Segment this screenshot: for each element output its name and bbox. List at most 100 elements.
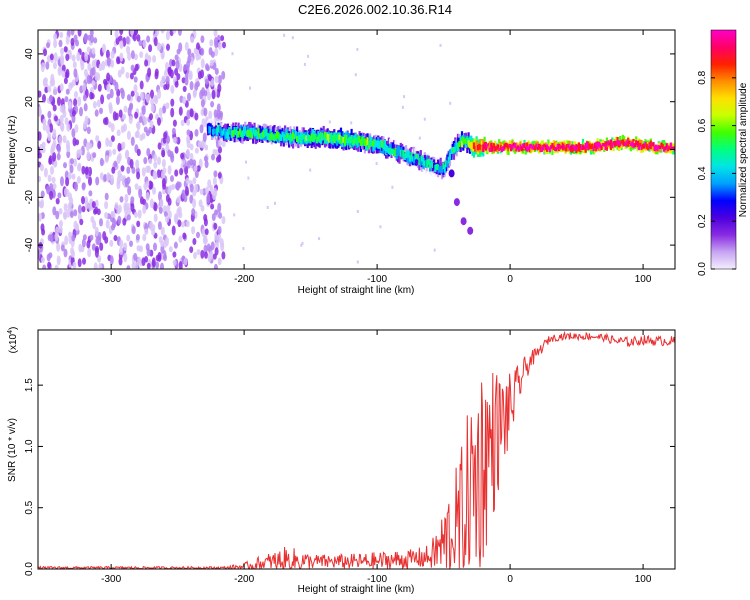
x-tick-label: -100 — [367, 274, 387, 285]
noise-speck — [192, 238, 197, 245]
noise-speck — [139, 80, 144, 90]
noise-speck — [291, 36, 294, 40]
noise-speck — [139, 196, 144, 205]
noise-speck — [148, 126, 153, 134]
noise-speck — [57, 144, 61, 154]
noise-speck — [53, 52, 58, 63]
noise-speck — [125, 71, 130, 79]
ridge-segment — [421, 157, 424, 168]
noise-speck — [73, 68, 78, 78]
noise-speck — [170, 153, 175, 163]
noise-speck — [195, 49, 200, 56]
ridge-segment — [343, 137, 347, 145]
noise-speck — [84, 166, 89, 176]
ridge-segment — [490, 147, 493, 153]
ridge-segment — [584, 143, 587, 149]
ridge-segment — [566, 145, 569, 152]
x-tick-label: -200 — [234, 274, 254, 285]
ridge-segment — [508, 143, 511, 148]
noise-speck — [46, 253, 51, 262]
colorbar-frame — [710, 29, 737, 270]
ridge-segment — [619, 141, 622, 146]
ridge-segment — [460, 140, 464, 148]
ridge-segment — [313, 134, 316, 141]
ridge-segment — [414, 154, 417, 166]
noise-speck — [82, 257, 86, 265]
noise-speck — [136, 95, 141, 103]
noise-speck — [180, 221, 185, 228]
ridge-segment — [653, 146, 656, 151]
noise-speck — [46, 42, 50, 49]
noise-speck — [117, 215, 122, 225]
noise-speck — [141, 105, 146, 116]
noise-speck — [449, 101, 452, 105]
colorbar-tick-label: 0.8 — [697, 70, 708, 84]
noise-speck — [149, 198, 154, 209]
noise-speck — [73, 209, 78, 217]
ridge-segment — [414, 153, 417, 160]
noise-speck — [86, 126, 91, 135]
ridge-segment — [258, 133, 261, 139]
noise-speck — [178, 106, 183, 116]
noise-speck — [403, 95, 406, 99]
ridge-segment — [311, 129, 315, 141]
noise-speck — [212, 148, 217, 156]
noise-speck — [195, 81, 200, 88]
ridge-segment — [377, 140, 380, 149]
snr-line — [38, 330, 675, 569]
ridge-segment — [468, 136, 472, 147]
noise-speck — [145, 93, 150, 103]
ridge-segment — [419, 157, 422, 166]
noise-speck — [81, 51, 86, 62]
noise-speck — [129, 240, 133, 247]
x-tick-label: -200 — [234, 574, 254, 585]
ridge-segment — [644, 144, 647, 152]
ridge-segment — [538, 143, 541, 150]
ridge-segment — [609, 144, 612, 150]
y-tick-label: 20 — [24, 96, 35, 108]
noise-speck — [158, 191, 162, 202]
ridge-segment — [494, 146, 497, 152]
snr-scale-exponent: 4 — [7, 330, 14, 334]
noise-speck — [211, 153, 215, 161]
noise-speck — [132, 31, 137, 42]
noise-speck — [189, 143, 194, 151]
noise-speck — [133, 84, 138, 93]
noise-speck — [199, 124, 204, 134]
noise-speck — [221, 70, 226, 80]
noise-speck — [70, 30, 75, 36]
ridge-segment — [546, 144, 549, 149]
ridge-segment — [647, 145, 650, 151]
noise-speck — [105, 150, 110, 157]
noise-speck — [94, 247, 99, 258]
noise-speck — [133, 76, 138, 83]
noise-speck — [196, 42, 200, 51]
noise-speck — [183, 258, 188, 266]
noise-speck — [191, 208, 196, 216]
noise-speck — [134, 131, 139, 139]
noise-speck — [50, 165, 54, 175]
ridge-segment — [504, 142, 507, 148]
noise-speck — [78, 148, 83, 156]
ridge-segment — [539, 144, 542, 150]
ridge-segment — [645, 143, 648, 149]
ridge-segment — [330, 137, 333, 144]
ridge-segment — [649, 143, 652, 150]
ridge-segment — [514, 142, 517, 148]
ridge-segment — [452, 146, 456, 153]
ridge-segment — [595, 143, 598, 152]
ridge-segment — [591, 144, 594, 149]
noise-speck — [150, 97, 155, 106]
colorbar-label: Normalized spectral amplitude — [738, 82, 749, 217]
noise-speck — [158, 206, 163, 214]
noise-speck — [57, 96, 61, 106]
ridge-segment — [285, 135, 288, 142]
noise-speck — [160, 30, 165, 34]
noise-speck — [41, 62, 45, 69]
ridge-segment — [311, 136, 315, 142]
noise-speck — [54, 115, 58, 122]
noise-speck — [47, 110, 52, 119]
ridge-segment — [668, 146, 671, 150]
snr-y-label: SNR (10 * v/v) — [7, 418, 18, 482]
ridge-segment — [496, 145, 499, 153]
